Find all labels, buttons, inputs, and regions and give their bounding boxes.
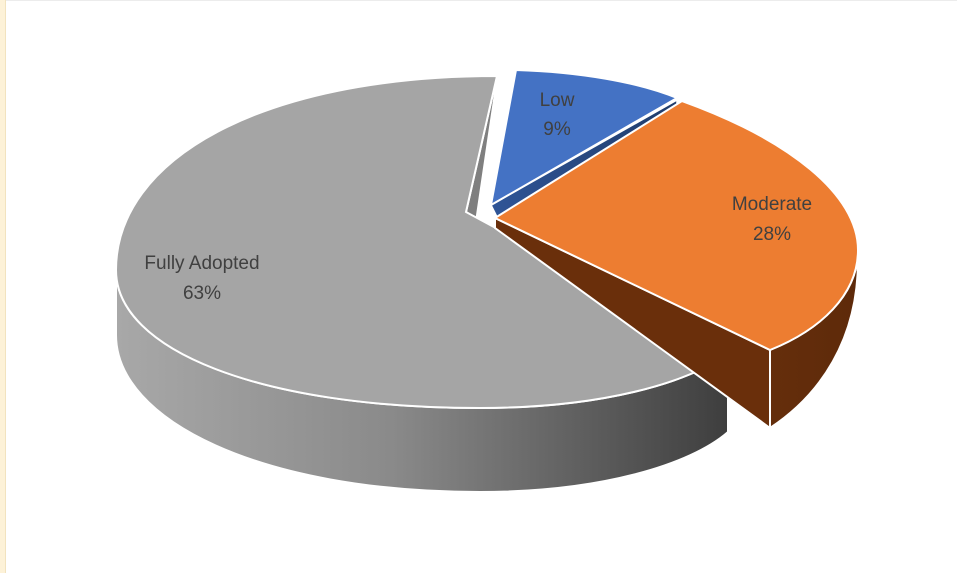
top-border-line (6, 0, 957, 1)
slice-fully-adopted-category-label: Fully Adopted (144, 253, 259, 274)
slice-low-value-label: 9% (543, 119, 571, 140)
slice-low-category-label: Low (540, 90, 575, 111)
slice-moderate-top (492, 99, 860, 352)
left-border-line (5, 0, 6, 573)
slice-fully-adopted (114, 74, 730, 494)
slice-fully-adopted-top (114, 74, 730, 410)
slice-fully-adopted-value-label: 63% (183, 283, 221, 304)
left-accent-bar (0, 0, 5, 573)
slice-moderate-value-label: 28% (753, 224, 791, 245)
slice-moderate (492, 99, 860, 430)
slice-moderate-category-label: Moderate (732, 194, 812, 215)
slice-low-top (489, 68, 680, 207)
